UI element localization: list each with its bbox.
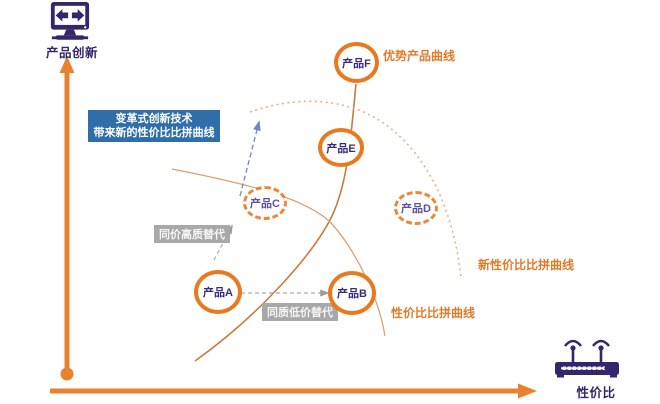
product-a-circle: 产品A — [194, 270, 242, 314]
product-f-circle: 产品F — [334, 42, 379, 83]
product-a-label: 产品A — [203, 287, 233, 299]
advantage-curve-label: 优势产品曲线 — [383, 49, 456, 63]
callout-line-1: 变革式创新技术 — [115, 113, 193, 125]
product-b-label: 产品B — [337, 288, 367, 300]
same-price-higher-quality-tag: 同价高质替代 — [154, 225, 230, 243]
monitor-arrows-icon — [50, 2, 90, 40]
innovation-callout-box: 变革式创新技术 带来新的性价比比拼曲线 — [88, 110, 220, 142]
shift-to-new-curve-arrow — [239, 120, 261, 197]
value-curve-label: 性价比比拼曲线 — [391, 306, 476, 320]
product-e-circle: 产品E — [318, 128, 364, 167]
callout-line-2: 带来新的性价比比拼曲线 — [93, 127, 215, 139]
same-quality-lower-price-tag: 同质低价替代 — [262, 303, 338, 321]
product-d-circle: 产品D — [394, 191, 438, 225]
y-axis-label: 产品创新 — [45, 46, 98, 60]
y-axis-arrowhead — [59, 56, 75, 73]
product-d-label: 产品D — [401, 203, 431, 215]
router-icon — [555, 339, 619, 378]
new-value-curve-label: 新性价比比拼曲线 — [478, 258, 575, 272]
x-axis-arrowhead — [518, 383, 537, 399]
product-b-circle: 产品B — [328, 271, 376, 315]
product-c-label: 产品C — [250, 198, 280, 210]
new-value-competition-curve — [249, 100, 462, 278]
product-e-label: 产品E — [326, 142, 356, 155]
product-f-label: 产品F — [342, 57, 371, 70]
y-axis-origin-dot — [60, 367, 74, 381]
product-c-circle: 产品C — [243, 186, 287, 220]
x-axis-label: 性价比 — [576, 386, 616, 400]
